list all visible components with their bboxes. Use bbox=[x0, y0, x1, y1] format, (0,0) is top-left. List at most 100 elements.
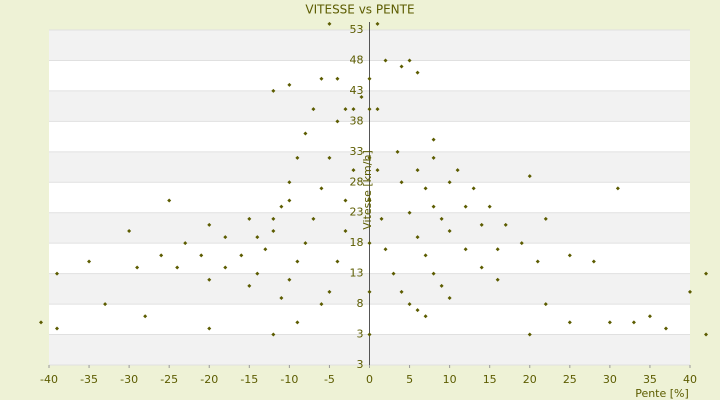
point bbox=[415, 308, 420, 313]
point bbox=[591, 259, 596, 264]
point bbox=[407, 58, 412, 63]
point bbox=[343, 198, 348, 203]
point bbox=[688, 289, 692, 294]
y-axis-title: Vitesse [km/h] bbox=[361, 150, 374, 230]
point bbox=[487, 204, 492, 209]
point bbox=[255, 271, 260, 276]
point bbox=[455, 168, 460, 173]
point bbox=[263, 247, 268, 252]
y-tick-label: 23 bbox=[350, 206, 364, 219]
point bbox=[447, 296, 452, 300]
x-tick-label: 40 bbox=[683, 373, 697, 386]
point bbox=[479, 222, 484, 227]
point bbox=[415, 235, 420, 240]
point bbox=[103, 302, 108, 307]
point bbox=[479, 265, 484, 270]
point bbox=[255, 235, 260, 240]
point bbox=[319, 76, 324, 81]
point bbox=[383, 247, 388, 252]
point bbox=[223, 235, 228, 240]
point bbox=[367, 107, 372, 112]
x-tick-label: -25 bbox=[160, 373, 178, 386]
point bbox=[383, 58, 388, 63]
point bbox=[463, 247, 468, 252]
point bbox=[395, 149, 400, 154]
point bbox=[399, 64, 404, 69]
x-tick-label: -10 bbox=[280, 373, 298, 386]
point bbox=[303, 131, 308, 136]
point bbox=[351, 168, 356, 173]
x-tick-label: 0 bbox=[366, 373, 373, 386]
chart-title: VITESSE vs PENTE bbox=[305, 3, 414, 17]
point bbox=[447, 229, 452, 233]
point bbox=[704, 332, 709, 337]
point bbox=[327, 289, 332, 294]
point bbox=[295, 320, 300, 325]
y-tick-label: 33 bbox=[350, 145, 364, 158]
point bbox=[287, 180, 292, 185]
point bbox=[207, 277, 212, 282]
point bbox=[271, 88, 276, 93]
x-tick-label: 35 bbox=[643, 373, 657, 386]
point bbox=[327, 155, 332, 160]
point bbox=[343, 107, 348, 112]
x-tick-label: 15 bbox=[483, 373, 497, 386]
point bbox=[415, 70, 420, 75]
point bbox=[535, 259, 540, 264]
point bbox=[423, 253, 428, 258]
point bbox=[431, 204, 436, 209]
point bbox=[319, 302, 324, 307]
point bbox=[607, 320, 612, 325]
x-tick-label: -5 bbox=[324, 373, 335, 386]
plot-area bbox=[48, 22, 691, 368]
point bbox=[543, 302, 548, 307]
point bbox=[143, 314, 148, 319]
point bbox=[447, 180, 452, 185]
point bbox=[247, 216, 252, 221]
point bbox=[647, 314, 652, 319]
x-tick-label: 5 bbox=[406, 373, 413, 386]
x-tick-label: 20 bbox=[523, 373, 537, 386]
x-axis-title: Pente [%] bbox=[635, 387, 689, 400]
point bbox=[319, 186, 324, 191]
point bbox=[303, 241, 308, 246]
point bbox=[247, 283, 252, 288]
point bbox=[663, 326, 668, 331]
point bbox=[311, 216, 316, 221]
point bbox=[55, 326, 60, 331]
x-tick-label: 30 bbox=[603, 373, 617, 386]
x-tick-label: 10 bbox=[443, 373, 457, 386]
point bbox=[399, 180, 404, 185]
point bbox=[423, 314, 428, 319]
point bbox=[271, 229, 276, 233]
point bbox=[271, 216, 276, 221]
point bbox=[415, 168, 420, 173]
point bbox=[135, 265, 140, 270]
y-tick-label: 13 bbox=[350, 267, 364, 280]
point bbox=[343, 229, 348, 233]
point bbox=[567, 320, 572, 325]
point bbox=[287, 198, 292, 203]
y-tick-label: 43 bbox=[350, 84, 364, 97]
point bbox=[367, 332, 372, 337]
point bbox=[175, 265, 180, 270]
point bbox=[471, 186, 476, 191]
x-tick-label: 25 bbox=[563, 373, 577, 386]
point bbox=[279, 296, 284, 300]
point bbox=[375, 107, 380, 112]
point bbox=[527, 174, 532, 179]
point bbox=[439, 283, 444, 288]
point bbox=[311, 107, 316, 112]
x-tick-label: -15 bbox=[240, 373, 258, 386]
point bbox=[375, 21, 380, 26]
y-tick-label: 28 bbox=[350, 175, 364, 188]
y-tick-label: 18 bbox=[350, 236, 364, 249]
point bbox=[503, 222, 508, 227]
point bbox=[367, 198, 372, 203]
point bbox=[367, 289, 372, 294]
point bbox=[495, 277, 500, 282]
point bbox=[431, 137, 436, 142]
point bbox=[287, 277, 292, 282]
y-tick-label: 38 bbox=[350, 114, 364, 127]
point bbox=[55, 271, 60, 276]
